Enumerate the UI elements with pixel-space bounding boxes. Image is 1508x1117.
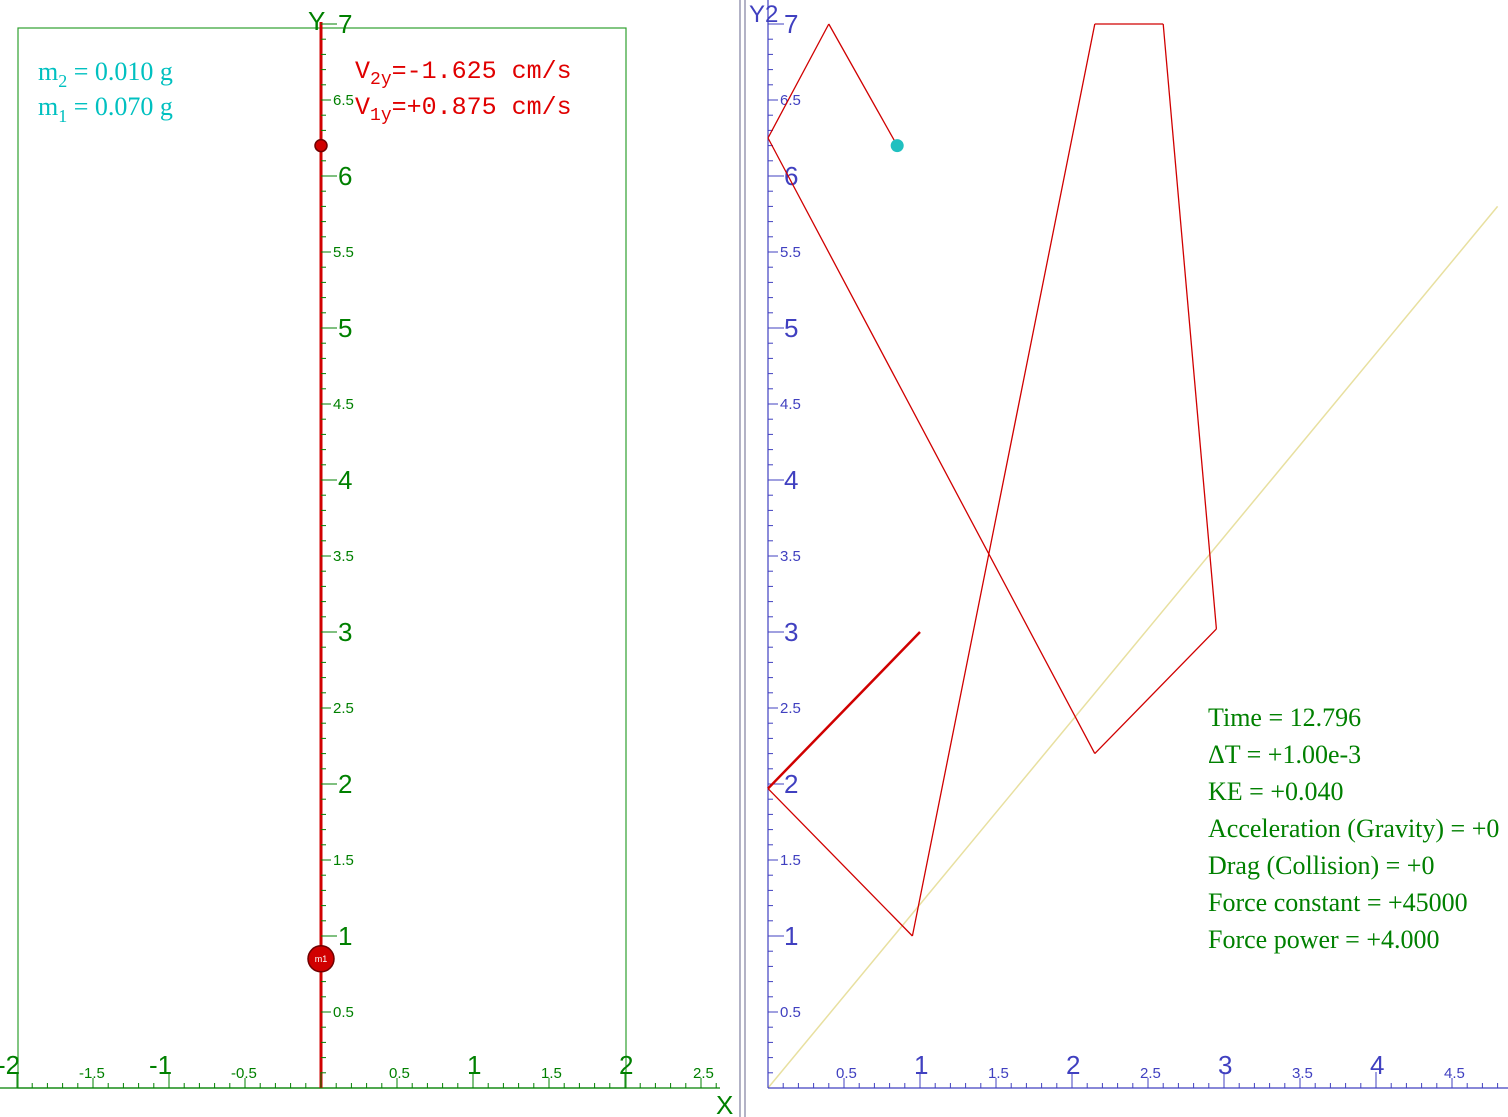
y-tick-label: 7	[338, 9, 352, 39]
stat-line: Force power = +4.000	[1208, 925, 1440, 954]
stat-line: Time = 12.796	[1208, 703, 1361, 732]
y2-tick-label: 3.5	[780, 548, 801, 565]
diagonal-line	[767, 205, 1499, 1089]
trajectory-segment	[911, 23, 1096, 937]
x2-tick-label: 4.5	[1444, 1065, 1465, 1082]
trajectory-segment	[767, 23, 830, 139]
y2-tick-label: 1.5	[780, 852, 801, 869]
x2-tick-label: 3	[1218, 1050, 1232, 1080]
x2-tick-label: 2.5	[1140, 1065, 1161, 1082]
x2-tick-label: 0.5	[836, 1065, 857, 1082]
y2-tick-label: 0.5	[780, 1004, 801, 1021]
y2-tick-label: 3	[784, 617, 798, 647]
y-tick-label: 3.5	[333, 548, 354, 565]
x-tick-label: -2	[0, 1050, 20, 1080]
y-tick-label: 4.5	[333, 396, 354, 413]
y2-tick-label: 6.5	[780, 92, 801, 109]
stat-line: ΔT = +1.00e-3	[1208, 740, 1361, 769]
y-tick-label: 2.5	[333, 700, 354, 717]
stat-line: Acceleration (Gravity) = +0	[1208, 814, 1499, 843]
y2-tick-label: 5	[784, 313, 798, 343]
y-tick-label: 6.5	[333, 92, 354, 109]
trajectory-segment	[767, 137, 1096, 754]
y2-tick-label: 4	[784, 465, 798, 495]
x-tick-label: -1	[149, 1050, 172, 1080]
y-tick-label: 1	[338, 921, 352, 951]
stat-line: Drag (Collision) = +0	[1208, 851, 1434, 880]
x-tick-label: 0.5	[389, 1065, 410, 1082]
x2-tick-label: 1	[914, 1050, 928, 1080]
y-axis-label: Y	[308, 6, 325, 36]
mass-point-m1: m1	[307, 945, 335, 973]
x2-tick-label: 1.5	[988, 1065, 1009, 1082]
ball-label: m1	[315, 954, 328, 964]
velocity-v1-label: V1y=+0.875 cm/s	[355, 93, 572, 126]
x2-tick-label: 2	[1066, 1050, 1080, 1080]
x-tick-label: -0.5	[231, 1065, 257, 1082]
x-tick-label: -1.5	[79, 1065, 105, 1082]
y-tick-label: 5.5	[333, 244, 354, 261]
y-tick-label: 6	[338, 161, 352, 191]
mass-m1-label: m1 = 0.070 g	[38, 92, 173, 126]
right-plot: 1 2 3 4 0.5 1.5 2.5 3.5 4.5 1 2 3 4 5 6 7 0.5 1.5 2.5 3.5 4…	[749, 0, 1508, 1089]
y2-axis-label: Y2	[749, 1, 778, 28]
y2-tick-label: 7	[784, 9, 798, 39]
stat-line: Force constant = +45000	[1208, 888, 1468, 917]
mass-point-m2	[314, 138, 328, 153]
y2-tick-label: 6	[784, 161, 798, 191]
y-tick-label: 3	[338, 617, 352, 647]
y-tick-label: 4	[338, 465, 352, 495]
mass-m2-label: m2 = 0.010 g	[38, 57, 173, 91]
x-tick-label: 1.5	[541, 1065, 562, 1082]
velocity-v2-label: V2y=-1.625 cm/s	[355, 57, 572, 90]
y-tick-label: 2	[338, 769, 352, 799]
y2-tick-label: 2.5	[780, 700, 801, 717]
x-tick-label: 2.5	[693, 1065, 714, 1082]
y2-tick-label: 4.5	[780, 396, 801, 413]
y2-tick-label: 2	[784, 769, 798, 799]
trajectory-segment	[828, 23, 898, 146]
trajectory-segment	[1162, 23, 1218, 630]
trajectory-segment	[767, 788, 913, 937]
x-tick-label: 2	[619, 1050, 633, 1080]
y-tick-label: 1.5	[333, 852, 354, 869]
left-plot: -2 -1 1 2 -1.5 -0.5 0.5 1.5 2.5 1 2 3 4 5 6 7 0.5 1.5 2.5…	[0, 6, 733, 1117]
trajectory-segment	[767, 631, 921, 790]
x-axis-label: X	[716, 1090, 733, 1117]
stat-line: KE = +0.040	[1208, 777, 1343, 806]
x2-tick-label: 3.5	[1292, 1065, 1313, 1082]
y-tick-label: 0.5	[333, 1004, 354, 1021]
current-point	[890, 139, 904, 153]
y2-tick-label: 1	[784, 921, 798, 951]
y2-tick-label: 5.5	[780, 244, 801, 261]
x2-tick-label: 4	[1370, 1050, 1384, 1080]
y-tick-label: 5	[338, 313, 352, 343]
x-tick-label: 1	[467, 1050, 481, 1080]
trajectory-segment	[1094, 628, 1217, 755]
